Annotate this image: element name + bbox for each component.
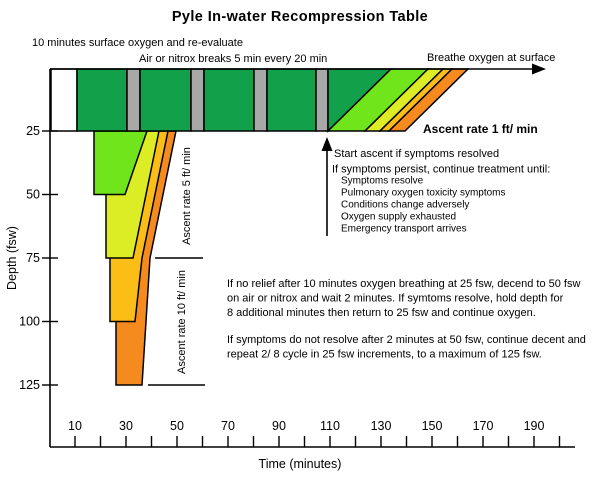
axes — [42, 69, 575, 448]
x-tick-labels: 10 30 50 70 90 110 130 150 170 190 — [68, 419, 544, 433]
start-ascent-arrowhead-icon — [321, 137, 333, 151]
y-tick-labels: 25 50 75 100 125 — [19, 124, 40, 392]
surface-oxygen-arrow — [50, 63, 546, 75]
paragraph-line: on air or nitrox and wait 2 minutes. If … — [227, 293, 564, 305]
x-tick-label: 190 — [524, 419, 545, 433]
x-tick-label: 130 — [371, 419, 392, 433]
oxygen-block-2 — [139, 68, 192, 132]
ascent-rate-5-label: Ascent rate 5 ft/ min — [181, 147, 193, 245]
oxygen-block-3 — [203, 68, 255, 132]
air-breaks-label: Air or nitrox breaks 5 min every 20 min — [139, 53, 327, 65]
breathe-surface-label: Breathe oxygen at surface — [427, 52, 555, 64]
y-tick-label: 50 — [26, 188, 40, 202]
x-tick-label: 170 — [473, 419, 494, 433]
start-ascent-arrow — [321, 137, 333, 236]
persist-item: Symptoms resolve — [341, 176, 424, 187]
excursion-profiles — [93, 130, 177, 386]
persist-item: Pulmonary oxygen toxicity symptoms — [341, 188, 506, 199]
treatment-band-25fsw — [50, 68, 470, 133]
air-break-4 — [315, 68, 329, 132]
x-axis-title: Time (minutes) — [259, 457, 342, 471]
x-ticks — [74, 436, 561, 447]
air-break-3 — [253, 68, 268, 132]
start-ascent-label: Start ascent if symptoms resolved — [334, 148, 499, 160]
x-tick-label: 50 — [170, 419, 184, 433]
y-tick-label: 25 — [26, 124, 40, 138]
persist-item: Emergency transport arrives — [341, 224, 467, 235]
air-break-1 — [126, 68, 141, 132]
paragraph-line: 8 additional minutes then return to 25 f… — [227, 307, 536, 319]
x-tick-label: 10 — [68, 419, 82, 433]
x-tick-label: 70 — [221, 419, 235, 433]
y-axis-title: Depth (fsw) — [5, 226, 19, 290]
diagram-title: Pyle In-water Recompression Table — [172, 9, 428, 25]
y-tick-label: 75 — [26, 251, 40, 265]
y-tick-label: 125 — [19, 378, 40, 392]
procedure-paragraph-2: If symptoms do not resolve after 2 minut… — [227, 334, 586, 361]
x-tick-label: 150 — [422, 419, 443, 433]
paragraph-line: If symptoms do not resolve after 2 minut… — [227, 334, 586, 346]
x-tick-label: 90 — [272, 419, 286, 433]
paragraph-line: If no relief after 10 minutes oxygen bre… — [227, 278, 580, 290]
paragraph-line: repeat 2/ 8 cycle in 25 fsw increments, … — [227, 349, 542, 361]
persist-conditions-list: Symptoms resolve Pulmonary oxygen toxici… — [341, 176, 506, 235]
ascent-rate-1-label: Ascent rate 1 ft/ min — [423, 122, 538, 136]
ascent-rate-10-label: Ascent rate 10 ft/ min — [176, 270, 188, 374]
persist-header-label: If symptoms persist, continue treatment … — [332, 164, 550, 176]
persist-item: Oxygen supply exhausted — [341, 212, 456, 223]
surface-arrowhead-icon — [532, 63, 546, 75]
surface-oxygen-label: 10 minutes surface oxygen and re-evaluat… — [32, 37, 243, 49]
air-break-2 — [190, 68, 205, 132]
x-tick-label: 110 — [320, 419, 340, 433]
surface-interval-block — [50, 68, 78, 132]
procedure-paragraph-1: If no relief after 10 minutes oxygen bre… — [227, 278, 580, 319]
x-tick-label: 30 — [119, 419, 133, 433]
y-tick-label: 100 — [19, 315, 40, 329]
oxygen-block-4 — [266, 68, 317, 132]
persist-item: Conditions change adversely — [341, 200, 469, 211]
oxygen-block-1 — [76, 68, 128, 132]
